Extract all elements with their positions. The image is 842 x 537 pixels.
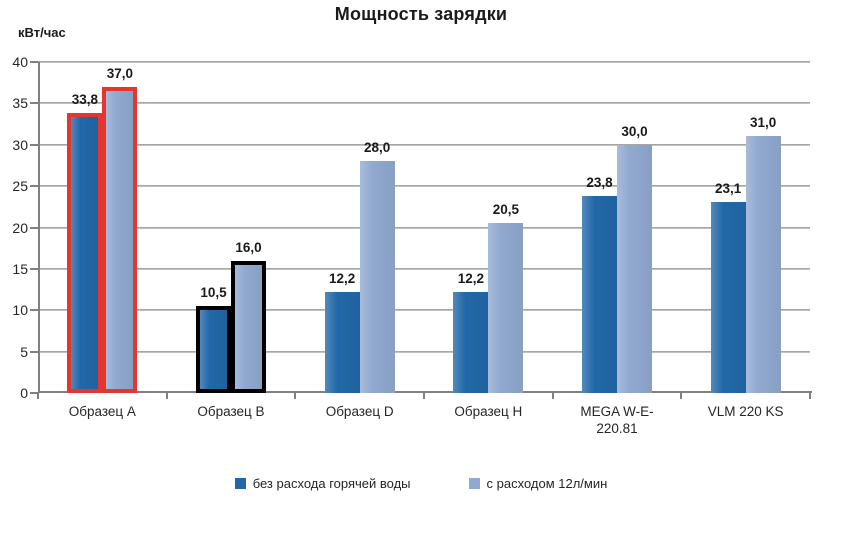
gridline	[38, 226, 810, 229]
y-axis-label: 20	[12, 219, 28, 236]
y-axis-tick	[30, 350, 38, 353]
gridline	[38, 61, 810, 63]
x-axis-tick	[809, 393, 811, 399]
category-label: Образец D	[325, 404, 394, 419]
gridline	[38, 267, 810, 270]
x-axis-tick	[165, 393, 168, 399]
bar-series2	[617, 144, 652, 393]
bar-value-label: 23,1	[715, 180, 742, 196]
category-label: VLM 220 KS	[707, 404, 784, 419]
y-axis-label: 35	[12, 95, 28, 112]
category-label: Образец H	[454, 404, 523, 419]
y-axis-tick	[30, 267, 38, 270]
y-axis-tick	[30, 309, 38, 312]
gridline	[38, 102, 810, 105]
y-axis-label: 0	[20, 385, 28, 401]
y-axis-tick	[30, 226, 38, 229]
category-label: Образец A	[68, 404, 136, 419]
legend-swatch	[234, 478, 246, 489]
y-axis-tick	[30, 392, 38, 394]
chart-title: Мощность зарядки	[334, 4, 508, 24]
category-label: MEGA W-E- 220.81	[580, 404, 654, 436]
bar-value-label: 23,8	[586, 175, 613, 191]
bar-series2	[102, 86, 138, 393]
gridline	[38, 350, 810, 353]
bar-value-label: 33,8	[71, 92, 98, 108]
bar-value-label: 30,0	[621, 123, 648, 139]
gridline	[38, 185, 810, 188]
y-axis-label: 10	[12, 302, 28, 319]
gridline	[38, 143, 810, 146]
bar-value-label: 10,5	[200, 285, 227, 301]
bar-value-label: 28,0	[364, 140, 391, 156]
bar-series1	[67, 113, 103, 393]
bar-series2	[745, 136, 781, 393]
bar-value-label: 37,0	[106, 65, 133, 81]
bar-value-label: 16,0	[235, 239, 262, 255]
bar-series1	[196, 306, 231, 393]
bar-series2	[359, 161, 395, 393]
y-axis-label: 40	[12, 54, 28, 70]
x-axis-tick	[37, 393, 39, 399]
y-axis-tick	[30, 61, 38, 63]
x-axis-tick	[680, 393, 683, 399]
y-axis-label: 5	[20, 343, 28, 360]
legend-label: без расхода горячей воды	[252, 476, 411, 491]
y-axis-label: 25	[12, 178, 28, 195]
plot-area	[38, 61, 810, 393]
x-axis-tick	[294, 393, 297, 399]
bar-value-label: 31,0	[750, 115, 777, 131]
bar-series1	[710, 201, 746, 393]
category-label: Образец B	[197, 404, 265, 419]
bar-value-label: 20,5	[492, 202, 519, 218]
bar-series1	[453, 292, 489, 393]
bar-series1	[324, 292, 360, 393]
bar-value-label: 12,2	[457, 271, 484, 287]
bar-series2	[488, 223, 524, 393]
x-axis-line	[38, 391, 812, 393]
legend-swatch	[468, 478, 480, 489]
bar-series2	[231, 260, 266, 393]
gridline	[38, 309, 810, 312]
bar-series1	[582, 196, 617, 393]
bar-value-label: 12,2	[329, 271, 356, 287]
legend-item-series2: с расходом 12л/мин	[468, 476, 608, 491]
x-axis-tick	[551, 393, 554, 399]
y-axis-line	[38, 62, 40, 393]
x-axis-tick	[423, 393, 425, 399]
y-axis-label: 30	[12, 136, 28, 153]
legend-item-series1: без расхода горячей воды	[234, 476, 411, 491]
y-axis-label: 15	[12, 260, 28, 277]
legend-label: с расходом 12л/мин	[486, 476, 608, 491]
y-axis-tick	[30, 102, 38, 105]
y-axis-tick	[30, 185, 38, 188]
y-axis-unit-label: кВт/час	[18, 25, 66, 40]
y-axis-tick	[30, 143, 38, 146]
legend: без расхода горячей воды с расходом 12л/м…	[0, 476, 842, 491]
